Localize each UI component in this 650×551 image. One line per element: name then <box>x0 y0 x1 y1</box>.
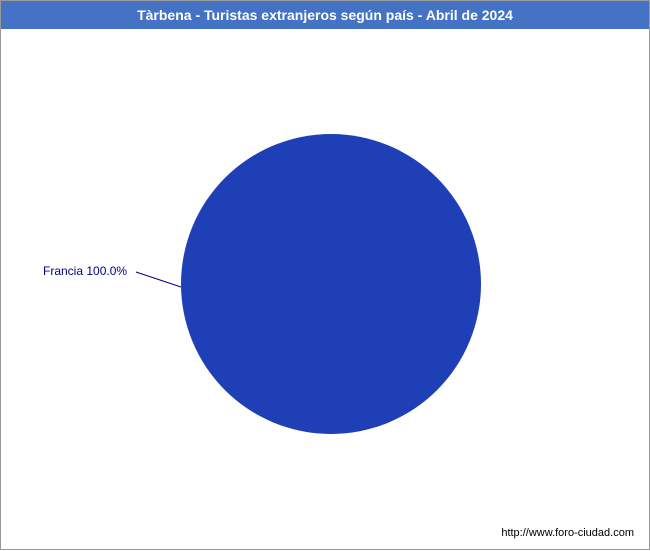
slice-label-francia: Francia 100.0% <box>43 264 127 278</box>
footer-url: http://www.foro-ciudad.com <box>501 527 634 539</box>
chart-area: Francia 100.0% http://www.foro-ciudad.co… <box>1 29 649 549</box>
chart-title-bar: Tàrbena - Turistas extranjeros según paí… <box>1 1 649 29</box>
chart-title: Tàrbena - Turistas extranjeros según paí… <box>137 7 513 23</box>
pie-chart <box>181 134 481 434</box>
leader-path <box>136 272 181 287</box>
chart-container: Tàrbena - Turistas extranjeros según paí… <box>0 0 650 550</box>
